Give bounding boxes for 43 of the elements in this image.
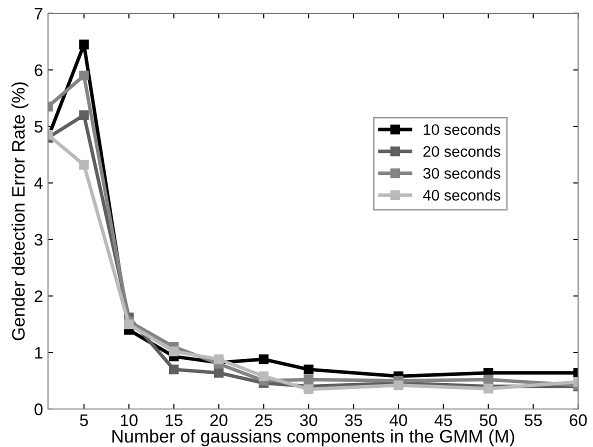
point [304,374,314,384]
point [483,374,494,384]
point [168,346,179,356]
point [394,380,404,390]
x-tick-label: 45 [434,414,452,426]
point [79,70,89,80]
point [214,368,224,378]
y-tick-label: 3 [34,234,42,246]
x-tick-label: 20 [210,414,228,426]
y-tick-label: 6 [34,64,42,76]
x-tick-label: 55 [524,414,542,426]
x-axis-title: Number of gaussians components in the GMM (M) [112,429,514,446]
point [168,364,179,374]
point [304,384,314,394]
y-tick-label: 1 [35,347,42,359]
legend-label: 20 seconds [423,146,500,157]
legend-label: 10 seconds [424,124,500,136]
y-tick-label: 5 [34,121,42,133]
point [79,110,89,120]
x-tick-label: 10 [120,414,138,426]
point [79,160,89,170]
point [79,40,89,50]
y-axis-title: Gender detection Error Rate (%) [12,82,28,340]
legend-label: 40 seconds [423,189,500,201]
x-tick-label: 15 [166,414,182,426]
point [304,364,314,374]
point [124,319,134,330]
point [214,354,224,364]
x-tick-label: 35 [344,414,362,426]
x-tick-label: 30 [300,414,318,426]
x-tick-label: 50 [480,414,497,426]
point [258,354,269,364]
x-tick-label: 25 [255,414,272,426]
x-tick-label: 60 [570,414,587,426]
point [258,371,269,382]
point [483,384,494,394]
y-tick-label: 7 [34,8,42,20]
x-tick-label: 40 [390,414,408,426]
y-tick-label: 0 [34,403,43,416]
legend-label: 30 seconds [423,168,500,179]
y-tick-label: 4 [34,178,43,189]
y-tick-label: 2 [34,290,42,302]
x-tick-label: 5 [80,414,88,426]
